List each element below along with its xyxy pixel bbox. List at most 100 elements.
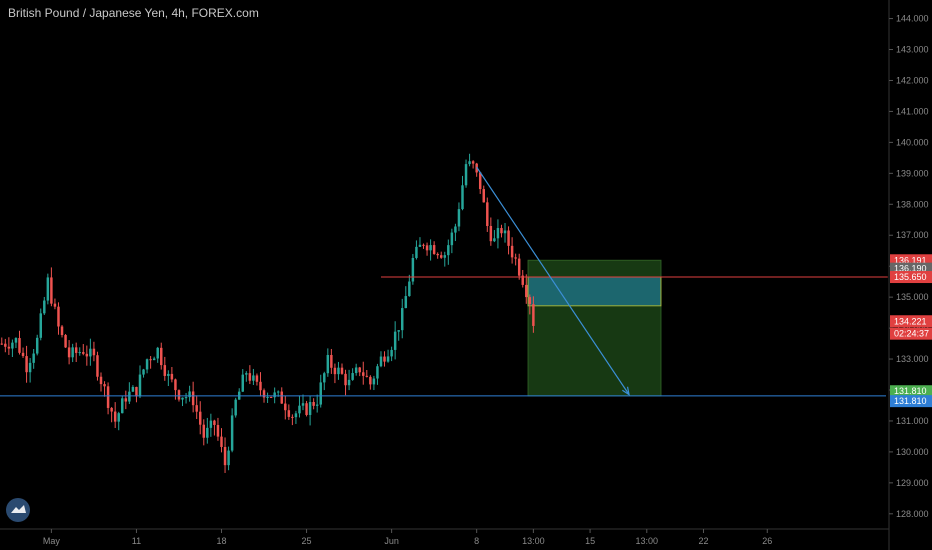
- candle: [525, 274, 528, 304]
- candle-body: [379, 356, 383, 367]
- candle-body: [482, 189, 485, 203]
- candle-body: [369, 376, 372, 385]
- candle-body: [160, 347, 163, 366]
- candle-body: [220, 436, 223, 447]
- candle-body: [184, 397, 188, 399]
- candle: [60, 325, 64, 338]
- x-tick-label: 13:00: [636, 536, 659, 546]
- candle-body: [11, 342, 14, 349]
- candle: [439, 251, 443, 259]
- candle: [184, 393, 188, 404]
- candle-body: [198, 411, 202, 425]
- candle-body: [269, 396, 273, 398]
- candle: [39, 308, 42, 341]
- candle: [326, 348, 330, 377]
- candle-body: [532, 304, 535, 326]
- candle: [362, 361, 365, 385]
- candle: [503, 223, 507, 243]
- candle: [92, 341, 96, 362]
- candle: [128, 382, 131, 405]
- candle-body: [457, 209, 461, 227]
- x-tick-label: 8: [474, 536, 479, 546]
- candle-body: [234, 399, 237, 416]
- candle-body: [156, 347, 159, 359]
- candle: [379, 351, 383, 368]
- candle: [390, 346, 393, 362]
- candle: [46, 273, 50, 305]
- candle: [230, 408, 234, 453]
- candle: [347, 369, 351, 391]
- candle-body: [358, 367, 361, 373]
- candle-body: [25, 356, 28, 373]
- candle: [383, 351, 386, 367]
- candle-body: [305, 403, 308, 415]
- candle-body: [128, 391, 131, 402]
- y-tick-label: 135.000: [896, 292, 929, 302]
- candle: [312, 398, 315, 410]
- candle-body: [18, 338, 21, 353]
- candle-body: [521, 275, 524, 285]
- candle-body: [478, 172, 482, 190]
- candle-body: [517, 258, 521, 276]
- candle: [319, 374, 322, 408]
- candle-body: [376, 366, 379, 379]
- candle: [14, 337, 18, 349]
- candle-body: [248, 373, 252, 381]
- candle-body: [99, 376, 103, 385]
- level-lines: [0, 166, 888, 397]
- y-tick-label: 133.000: [896, 354, 929, 364]
- candles: [0, 153, 535, 473]
- candle: [517, 253, 521, 280]
- candle: [28, 358, 32, 383]
- candle: [149, 356, 152, 369]
- candle: [96, 351, 99, 381]
- candle: [507, 226, 510, 255]
- candle-body: [280, 391, 283, 404]
- candle-body: [4, 343, 7, 347]
- candle-body: [298, 405, 301, 414]
- candle: [401, 298, 404, 339]
- tradingview-logo-icon[interactable]: [6, 498, 30, 522]
- candle-body: [337, 367, 340, 375]
- candle: [386, 349, 390, 363]
- candle: [35, 334, 39, 356]
- candle: [156, 346, 159, 363]
- price-tag-bg: [890, 271, 932, 284]
- candle-body: [415, 246, 418, 258]
- candle-body: [227, 450, 230, 466]
- candle: [521, 269, 524, 288]
- candle: [330, 348, 333, 374]
- price-tag: 02:24:37: [890, 327, 932, 340]
- candle: [234, 397, 237, 418]
- x-tick-label: May: [43, 536, 61, 546]
- candle-body: [32, 353, 35, 363]
- candle-body: [259, 381, 262, 391]
- candle: [11, 339, 14, 358]
- x-tick-label: 13:00: [522, 536, 545, 546]
- candle: [202, 419, 206, 446]
- candle-body: [82, 352, 85, 354]
- candle: [223, 437, 227, 473]
- candle: [284, 395, 287, 420]
- candle: [227, 446, 230, 471]
- candle-body: [43, 300, 46, 314]
- candle: [372, 375, 376, 391]
- candle: [124, 390, 128, 410]
- candle-body: [170, 373, 174, 380]
- candle: [333, 363, 337, 384]
- candle-body: [53, 303, 57, 307]
- candle-body: [74, 347, 78, 353]
- y-tick-label: 144.000: [896, 14, 929, 24]
- candle-body: [308, 402, 312, 415]
- candle-body: [85, 353, 89, 357]
- candle-body: [152, 358, 156, 361]
- candle: [447, 239, 450, 265]
- candle-body: [142, 369, 145, 375]
- candle: [216, 417, 220, 441]
- candle: [145, 358, 149, 374]
- candle-body: [255, 375, 259, 382]
- candle: [18, 330, 21, 355]
- candle: [248, 365, 252, 385]
- candle: [358, 366, 361, 377]
